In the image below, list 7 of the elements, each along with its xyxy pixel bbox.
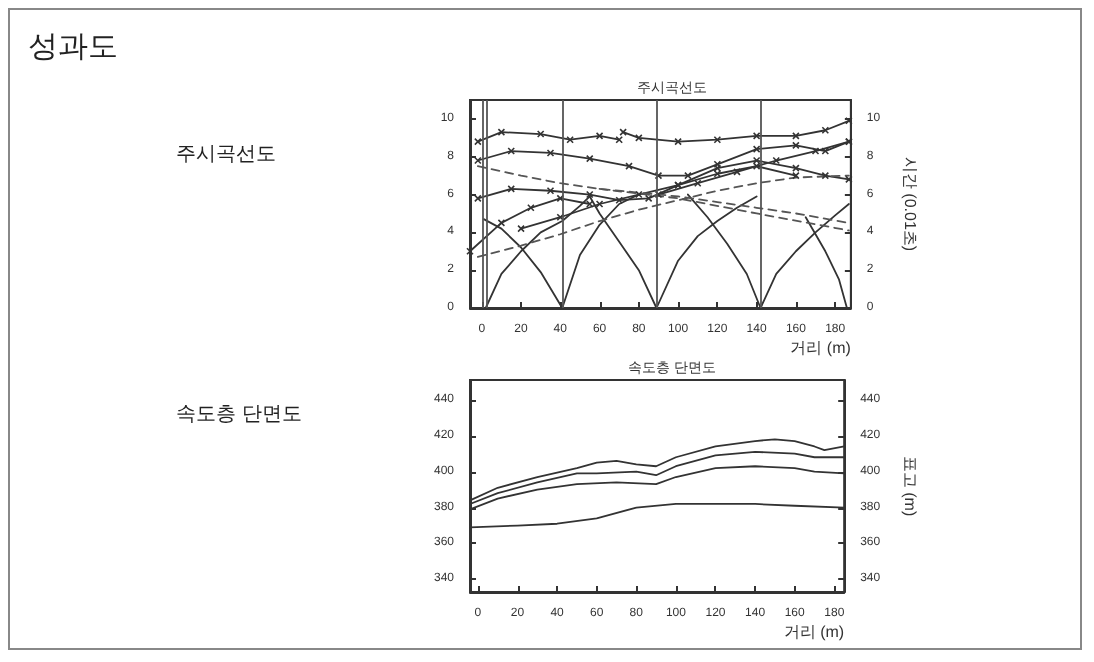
x-axis-title: 거리 (m)	[790, 339, 852, 357]
y2-axis-title: 표고 (m)	[901, 455, 919, 517]
y2-axis-title: 시간 (0.01초)	[901, 156, 919, 252]
x-axis-title: 거리 (m)	[783, 623, 845, 641]
text: 주시곡선도	[176, 142, 276, 168]
text: 속도층 단면도	[176, 402, 303, 428]
text: 성과도	[28, 28, 118, 66]
